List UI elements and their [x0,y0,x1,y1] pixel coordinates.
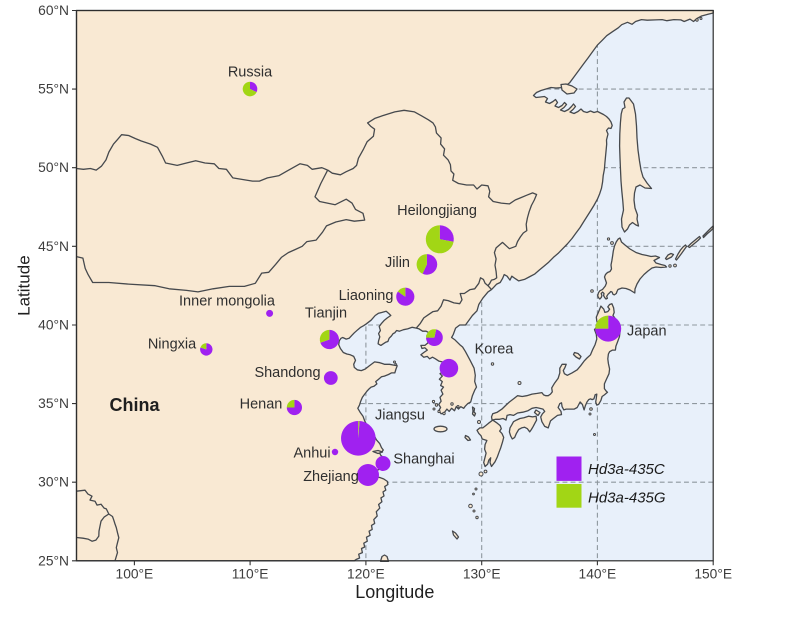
svg-text:35°N: 35°N [38,396,69,411]
svg-text:45°N: 45°N [38,239,69,254]
svg-text:140°E: 140°E [579,567,617,582]
svg-text:Hd3a-435G: Hd3a-435G [588,490,666,507]
svg-text:Jiangsu: Jiangsu [375,408,425,424]
svg-text:40°N: 40°N [38,318,69,333]
svg-text:Inner mongolia: Inner mongolia [179,294,276,310]
svg-text:Ningxia: Ningxia [148,337,197,353]
svg-text:Longitude: Longitude [355,582,434,602]
svg-text:Hd3a-435C: Hd3a-435C [588,461,665,478]
svg-text:Jilin: Jilin [385,255,410,271]
svg-text:55°N: 55°N [38,82,69,97]
svg-text:120°E: 120°E [347,567,385,582]
svg-text:Tianjin: Tianjin [305,306,347,322]
svg-text:30°N: 30°N [38,475,69,490]
svg-text:50°N: 50°N [38,160,69,175]
svg-text:Latitude: Latitude [15,255,34,316]
svg-text:Shandong: Shandong [254,365,320,381]
svg-text:25°N: 25°N [38,553,69,568]
svg-text:Liaoning: Liaoning [339,288,394,304]
svg-text:100°E: 100°E [116,567,154,582]
svg-text:China: China [109,395,160,415]
svg-text:Shanghai: Shanghai [393,452,454,468]
svg-text:Japan: Japan [627,323,667,339]
svg-text:110°E: 110°E [232,567,269,582]
svg-text:Korea: Korea [475,341,515,357]
svg-text:Russia: Russia [228,65,273,81]
svg-text:130°E: 130°E [463,567,501,582]
svg-text:Heilongjiang: Heilongjiang [397,203,477,219]
svg-text:150°E: 150°E [694,567,732,582]
svg-text:60°N: 60°N [38,3,69,18]
svg-text:Henan: Henan [240,397,283,413]
svg-text:Zhejiang: Zhejiang [303,469,359,485]
svg-text:Anhui: Anhui [293,446,330,462]
